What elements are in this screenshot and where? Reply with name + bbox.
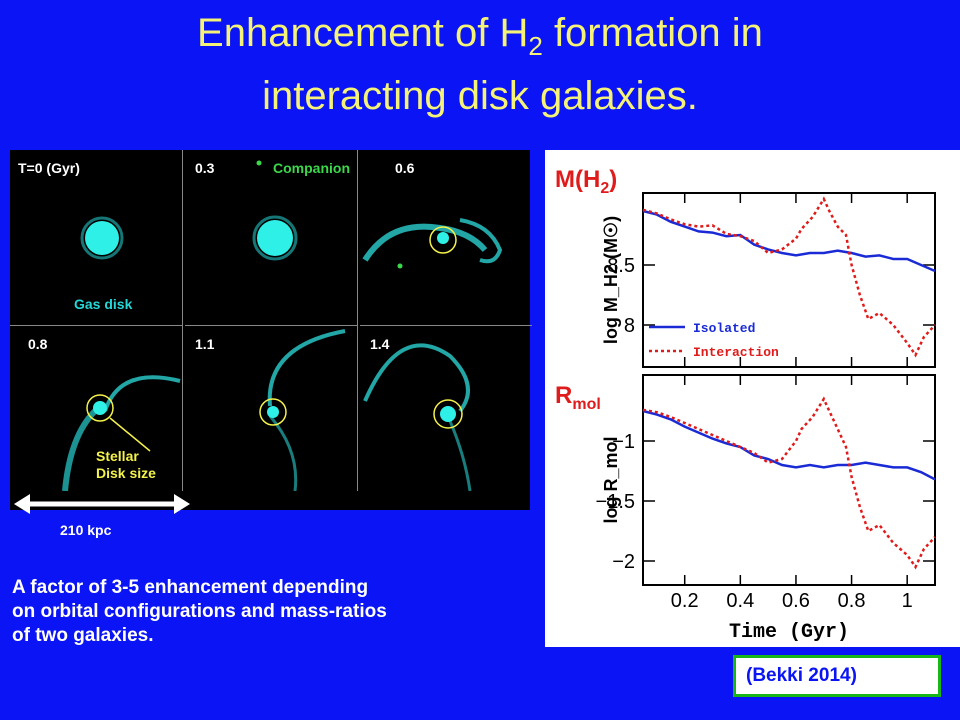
- snapshot-t06: 0.6: [360, 150, 532, 326]
- time-label: T=0 (Gyr): [18, 160, 80, 176]
- x-axis-label: Time (Gyr): [729, 621, 849, 644]
- y-tick-label: −2: [612, 551, 635, 573]
- y-axis-label: log M_H2 (M☉): [601, 216, 621, 344]
- time-label: 0.6: [395, 160, 415, 176]
- x-tick-label: 0.8: [838, 590, 866, 612]
- citation-box: (Bekki 2014): [733, 655, 941, 697]
- galaxy-image: [259, 329, 346, 491]
- time-label: 1.4: [370, 336, 390, 352]
- y-tick-label: 8: [624, 315, 635, 337]
- plot-frame: [642, 192, 936, 368]
- stellar-disk-label: Stellar Disk size: [96, 448, 156, 481]
- body-line: A factor of 3-5 enhancement depending: [12, 577, 369, 598]
- time-label: 0.8: [28, 336, 48, 352]
- galaxy-image: [363, 343, 472, 491]
- series-line-interaction: [642, 396, 936, 570]
- y-tick-label: −1.5: [596, 491, 635, 513]
- slide-title: Enhancement of H2 formation in interacti…: [0, 8, 960, 121]
- snapshot-t03: 0.3 Companion: [185, 150, 358, 326]
- y-tick-label: 8.5: [607, 255, 635, 277]
- snapshot-t11: 1.1: [185, 326, 358, 491]
- snapshot-t14: 1.4: [360, 326, 532, 491]
- companion-label: Companion: [273, 160, 350, 176]
- series-line-isolated: [642, 409, 936, 481]
- title-line-1: Enhancement of H2 formation in: [197, 11, 763, 61]
- y-axis-label: log R_mol: [601, 436, 621, 523]
- time-label: 0.3: [195, 160, 215, 176]
- galaxy-image: [62, 375, 181, 491]
- plot-frame: [642, 374, 936, 586]
- body-line: on orbital configurations and mass-ratio…: [12, 601, 387, 622]
- galaxy-image: [362, 218, 503, 269]
- legend-label: Interaction: [693, 345, 779, 360]
- x-tick-label: 0.6: [782, 590, 810, 612]
- title-line-2: interacting disk galaxies.: [262, 74, 698, 118]
- body-text: A factor of 3-5 enhancement depending on…: [12, 576, 552, 648]
- snapshot-t0: T=0 (Gyr) Gas disk: [10, 150, 183, 326]
- galaxy-image: [80, 216, 124, 260]
- series-line-isolated: [642, 209, 936, 273]
- plot-panel: 8 8.5 log M_H2 (M☉) −1 −1.5 −2 log R_mol Isolat…: [545, 150, 960, 647]
- x-tick-label: 0.2: [671, 590, 699, 612]
- x-tick-label: 0.4: [726, 590, 754, 612]
- simulation-snapshots: T=0 (Gyr) Gas disk 0.3 Companion 0.6 0: [10, 150, 532, 510]
- x-tick-label: 1: [902, 590, 913, 612]
- scale-arrow: [14, 494, 190, 514]
- rmol-label: Rmol: [555, 382, 601, 413]
- y-tick-label: −1: [612, 431, 635, 453]
- legend-label: Isolated: [693, 321, 755, 336]
- snapshot-t08: 0.8 Stellar Disk size: [10, 326, 183, 491]
- mh2-label: M(H2): [555, 166, 618, 197]
- series-line-interaction: [642, 196, 936, 358]
- time-label: 1.1: [195, 336, 215, 352]
- scale-label: 210 kpc: [60, 522, 112, 538]
- gas-disk-label: Gas disk: [74, 296, 133, 312]
- body-line: of two galaxies.: [12, 625, 154, 646]
- galaxy-image: [252, 160, 298, 261]
